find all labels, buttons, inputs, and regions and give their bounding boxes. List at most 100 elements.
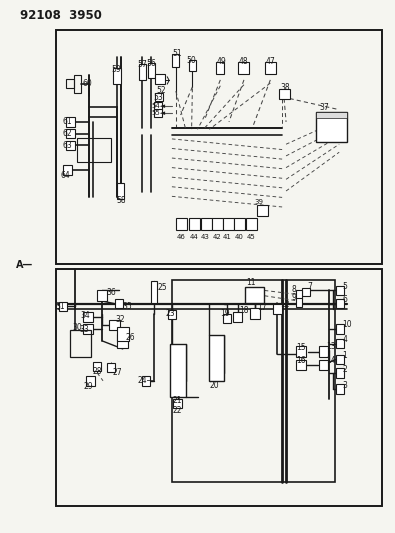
Bar xyxy=(201,218,212,230)
Bar xyxy=(250,308,260,319)
Bar xyxy=(155,93,163,101)
Bar xyxy=(209,335,224,381)
Text: 58: 58 xyxy=(117,196,126,205)
Text: 56: 56 xyxy=(146,59,156,68)
Bar xyxy=(265,62,276,74)
Bar xyxy=(59,302,67,311)
Bar xyxy=(115,300,123,308)
Bar xyxy=(245,287,264,303)
Text: 40: 40 xyxy=(235,235,243,240)
Bar xyxy=(316,112,347,118)
Bar xyxy=(117,183,124,199)
Bar xyxy=(296,346,306,357)
Text: 54◄: 54◄ xyxy=(152,103,166,109)
Bar xyxy=(147,63,154,78)
Text: 49: 49 xyxy=(216,58,226,66)
Bar xyxy=(189,218,200,230)
Text: 41: 41 xyxy=(223,235,232,240)
Text: 60: 60 xyxy=(83,78,92,87)
Bar xyxy=(336,286,344,295)
Text: 46: 46 xyxy=(177,235,186,240)
Text: 48: 48 xyxy=(239,58,248,66)
Text: 36: 36 xyxy=(106,287,116,296)
Text: 21: 21 xyxy=(173,397,182,406)
Bar xyxy=(155,74,165,84)
Text: 44: 44 xyxy=(190,235,198,240)
Text: 10: 10 xyxy=(342,320,352,329)
Text: 63: 63 xyxy=(62,141,72,150)
Text: 20: 20 xyxy=(209,381,219,390)
Text: 43: 43 xyxy=(201,235,210,240)
Text: 27: 27 xyxy=(112,368,122,377)
Bar xyxy=(154,109,162,117)
Bar xyxy=(93,362,102,371)
Text: 24—: 24— xyxy=(138,376,155,385)
Bar xyxy=(246,218,257,230)
Text: 7: 7 xyxy=(307,282,312,291)
Bar xyxy=(113,68,121,84)
Bar xyxy=(296,290,302,299)
Text: 39: 39 xyxy=(254,199,263,205)
Bar xyxy=(213,218,224,230)
Text: 32: 32 xyxy=(116,315,125,324)
Bar xyxy=(239,62,250,74)
Text: 30: 30 xyxy=(73,323,83,332)
Text: 22: 22 xyxy=(173,406,182,415)
Text: 57: 57 xyxy=(137,60,147,69)
Bar xyxy=(316,112,347,142)
Text: 17: 17 xyxy=(257,303,267,312)
Text: 52: 52 xyxy=(156,85,166,94)
Text: 38: 38 xyxy=(280,83,290,92)
Bar xyxy=(336,339,344,349)
Bar xyxy=(302,288,310,296)
Text: 2: 2 xyxy=(342,365,347,374)
Bar xyxy=(109,320,120,330)
Text: 35: 35 xyxy=(123,302,132,311)
Bar xyxy=(139,64,146,80)
Text: 1: 1 xyxy=(342,351,347,360)
Text: 25: 25 xyxy=(157,283,167,292)
Bar xyxy=(56,269,382,506)
Text: 45: 45 xyxy=(246,235,255,240)
Bar xyxy=(216,62,224,74)
Bar xyxy=(223,218,234,230)
Text: 29: 29 xyxy=(83,382,93,391)
Text: 16: 16 xyxy=(296,356,305,365)
Text: 28: 28 xyxy=(92,367,102,376)
Bar xyxy=(66,141,75,150)
Text: 14: 14 xyxy=(327,356,336,365)
Bar xyxy=(172,280,335,482)
Text: 64: 64 xyxy=(60,171,70,180)
Bar xyxy=(66,129,75,139)
Text: 55◄: 55◄ xyxy=(152,110,166,116)
Text: 26: 26 xyxy=(126,333,135,342)
Bar xyxy=(167,310,176,319)
Text: 61: 61 xyxy=(62,117,72,126)
Bar xyxy=(77,138,111,162)
Bar xyxy=(107,363,115,372)
Bar xyxy=(83,325,93,334)
Bar xyxy=(273,304,282,314)
Text: 59: 59 xyxy=(111,66,120,74)
Bar xyxy=(296,298,302,307)
Bar xyxy=(83,312,93,322)
Bar xyxy=(86,376,95,385)
Text: 12: 12 xyxy=(280,300,290,309)
Text: A—: A— xyxy=(17,261,34,270)
Bar xyxy=(336,355,344,365)
Text: 19: 19 xyxy=(220,309,230,318)
Bar xyxy=(296,360,306,370)
Text: 47: 47 xyxy=(265,58,275,66)
Bar xyxy=(66,117,75,127)
Text: 8: 8 xyxy=(292,285,297,294)
Text: 5: 5 xyxy=(342,282,347,291)
Text: 3: 3 xyxy=(342,381,347,390)
Bar xyxy=(173,399,182,408)
Bar xyxy=(117,334,128,348)
Bar xyxy=(234,218,245,230)
Bar xyxy=(336,299,344,309)
Text: 15: 15 xyxy=(296,343,305,352)
Bar xyxy=(318,360,328,370)
Text: 9: 9 xyxy=(292,293,297,302)
Text: 62: 62 xyxy=(62,129,72,138)
